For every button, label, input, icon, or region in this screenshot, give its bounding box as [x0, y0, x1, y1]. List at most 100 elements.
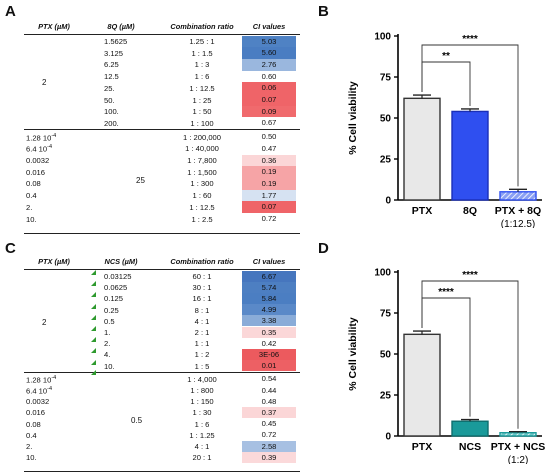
ci-value-cell: 2.76 — [242, 58, 296, 71]
bar — [451, 110, 489, 201]
y-axis-title: % Cell viability — [347, 81, 359, 155]
table-rule — [24, 269, 300, 270]
panel-label-d: D — [318, 240, 329, 257]
ci-value-cell: 4.99 — [242, 304, 296, 316]
combination-ratio: 1 : 60 — [192, 191, 212, 201]
ci-value-cell: 5.60 — [242, 47, 296, 59]
bar — [403, 97, 441, 201]
x-tick-label: 8Q — [463, 205, 477, 217]
drug-concentration: 0.125 — [104, 294, 124, 304]
drug-concentration: 4. — [104, 350, 111, 360]
ci-value-cell: 0.35 — [242, 326, 296, 338]
viability-chart-8q: 0 25 50 75 100 % Cell viability PTX 8Q PTX + 8Q (… — [347, 32, 542, 228]
y-tick-label: 100 — [374, 32, 391, 43]
y-tick-label: 25 — [380, 391, 392, 402]
group-separator — [24, 372, 300, 373]
drug-concentration: 12.5 — [104, 72, 119, 82]
significance-label: **** — [462, 34, 478, 45]
ci-table-8q: PTX (µM) 8Q (µM) Combination ratio CI va… — [24, 22, 300, 234]
x-tick-label: PTX + 8Q — [495, 205, 541, 217]
ci-value-cell: 3.38 — [242, 315, 296, 327]
comment-marker-icon — [91, 326, 96, 331]
drug-concentration: 0.016 — [26, 408, 46, 418]
ci-value-cell: 0.39 — [242, 451, 296, 463]
significance-label: **** — [438, 287, 454, 298]
drug-concentration: 6.4 10-4 — [26, 386, 53, 396]
ci-value-cell: 0.44 — [242, 384, 296, 396]
ci-value-cell: 0.07 — [242, 94, 296, 106]
ci-value-cell: 0.72 — [242, 213, 296, 225]
combination-ratio: 1 : 100 — [190, 118, 214, 128]
header-ratio: Combination ratio — [170, 257, 234, 266]
combination-ratio: 1 : 1.5 — [191, 48, 213, 58]
ci-value-cell: 0.06 — [242, 82, 296, 94]
comment-marker-icon — [91, 281, 96, 287]
comment-marker-icon — [91, 348, 96, 354]
ci-value-cell: 1.77 — [242, 189, 296, 202]
drug-concentration: 10. — [104, 361, 115, 371]
drug-concentration: 2. — [104, 339, 111, 349]
ptx-group-2: 0.5 — [131, 416, 143, 425]
ci-value-cell: 2.58 — [242, 440, 296, 452]
ci-value-cell: 0.54 — [242, 373, 296, 385]
drug-concentration: 2. — [26, 202, 33, 212]
group-separator — [24, 129, 300, 130]
drug-concentration: 0.25 — [104, 305, 119, 315]
x-tick-label: PTX — [412, 205, 432, 217]
combination-ratio: 1 : 150 — [190, 397, 214, 407]
ci-value-cell: 5.74 — [242, 281, 296, 293]
drug-concentration: 0.0625 — [104, 283, 128, 293]
x-tick-label: PTX + NCS — [491, 441, 546, 453]
drug-concentration: 0.4 — [26, 191, 37, 201]
drug-concentration: 0.08 — [26, 419, 41, 429]
comment-marker-icon — [91, 359, 96, 365]
drug-concentration: 3.125 — [104, 48, 124, 58]
header-ci: CI values — [252, 22, 286, 31]
table-rule — [24, 233, 300, 234]
drug-concentration: 10. — [26, 453, 37, 463]
drug-concentration: 0.016 — [26, 167, 46, 177]
ci-value-cell: 0.19 — [242, 177, 296, 190]
drug-concentration: 25. — [104, 83, 115, 93]
combination-ratio: 1 : 40,000 — [185, 144, 219, 154]
combination-ratio: 1 : 1,500 — [187, 167, 217, 177]
drug-concentration: 0.08 — [26, 179, 41, 189]
combination-ratio: 1 : 1 — [194, 339, 210, 349]
combination-ratio: 1 : 800 — [190, 386, 214, 395]
combination-ratio: 1 : 6 — [194, 419, 210, 429]
combination-ratio: 1 : 1.25 — [189, 430, 215, 440]
panel-label-b: B — [318, 3, 329, 20]
comment-marker-icon — [91, 337, 96, 343]
combination-ratio: 4 : 1 — [194, 442, 210, 451]
ci-value-cell: 0.37 — [242, 406, 296, 419]
y-tick-label: 50 — [380, 114, 392, 125]
ci-value-cell: 0.09 — [242, 105, 296, 118]
combination-ratio: 2 : 1 — [194, 328, 210, 337]
ptx-group-2: 25 — [136, 176, 145, 185]
table-rule — [24, 471, 300, 472]
combination-ratio: 1 : 3 — [194, 60, 210, 70]
ci-value-cell: 0.60 — [242, 70, 296, 83]
bar — [499, 432, 537, 437]
drug-concentration: 0.0032 — [26, 156, 50, 165]
combination-ratio: 16 : 1 — [192, 294, 212, 304]
drug-concentration: 1. — [104, 328, 111, 337]
combination-ratio: 1 : 25 — [192, 95, 212, 105]
ci-value-cell: 0.19 — [242, 166, 296, 178]
drug-concentration: 0.5 — [104, 316, 115, 326]
ptx-group-1: 2 — [42, 318, 47, 327]
combination-ratio: 1 : 300 — [190, 179, 214, 189]
x-tick-sublabel: (1:12.5) — [501, 219, 535, 228]
combination-ratio: 1 : 12.5 — [189, 202, 215, 212]
combination-ratio: 8 : 1 — [194, 305, 210, 315]
ci-value-cell: 6.67 — [242, 270, 296, 282]
header-drug: 8Q (µM) — [107, 22, 135, 31]
combination-ratio: 1 : 2 — [194, 350, 210, 360]
significance-label: **** — [462, 270, 478, 281]
y-tick-label: 50 — [380, 350, 392, 361]
combination-ratio: 4 : 1 — [194, 316, 210, 326]
combination-ratio: 1 : 6 — [194, 72, 210, 82]
y-tick-label: 75 — [380, 73, 392, 84]
y-tick-label: 0 — [385, 432, 391, 443]
ptx-group-1: 2 — [42, 78, 47, 87]
